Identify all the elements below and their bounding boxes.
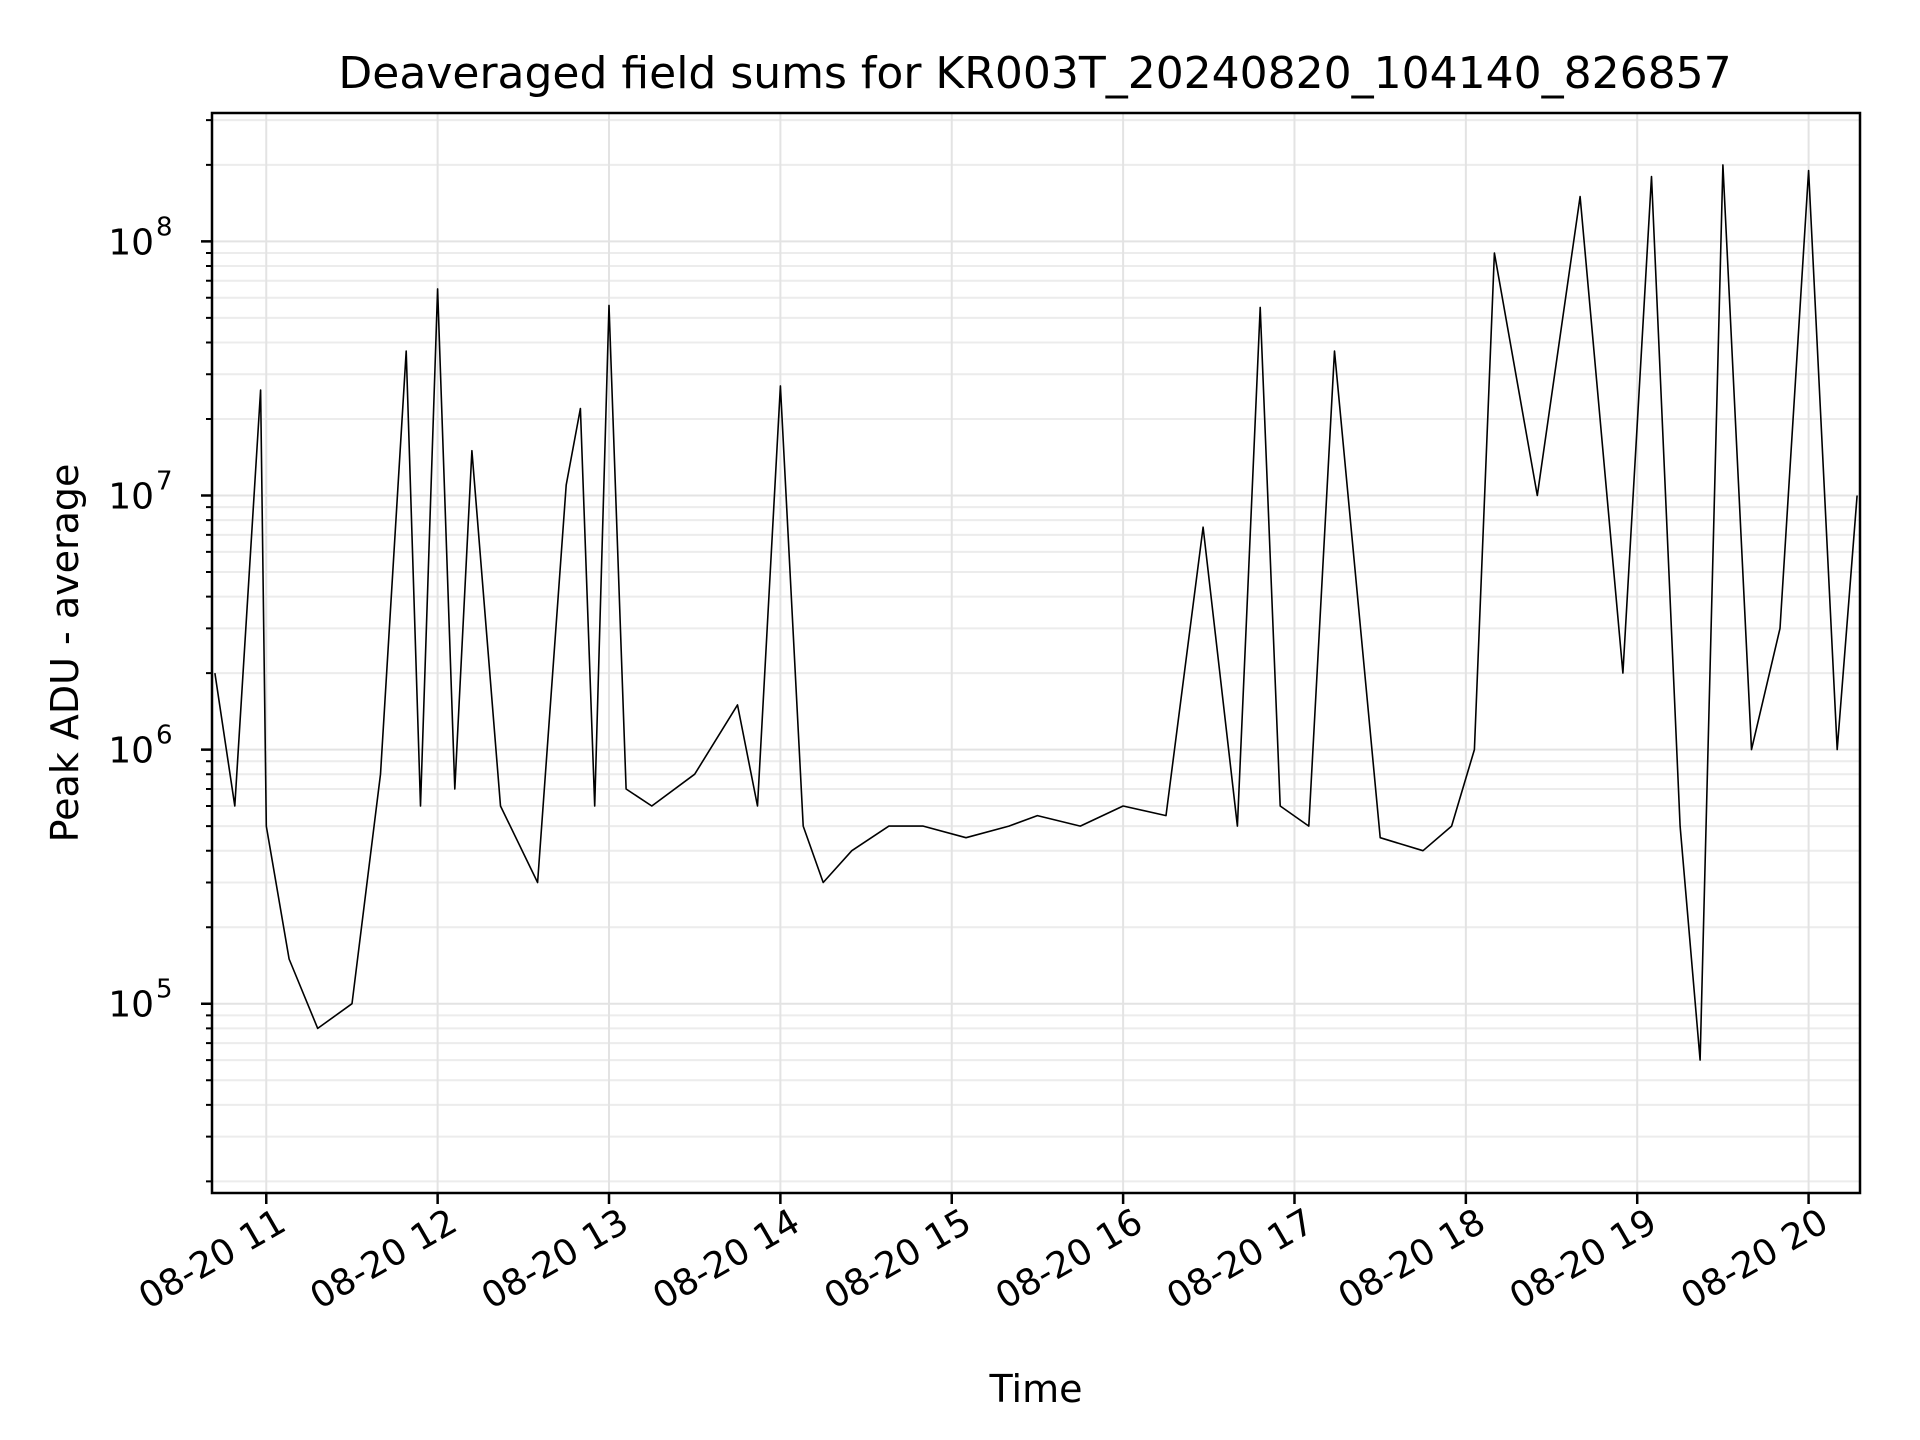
- plot-frame: [210, 111, 1862, 1195]
- y-tick-label: 10: [108, 731, 154, 772]
- chart-title: Deaveraged field sums for KR003T_2024082…: [338, 48, 1731, 99]
- y-tick-label: 10: [108, 476, 154, 517]
- y-tick-exponent: 7: [156, 466, 173, 496]
- y-tick-label: 10: [108, 985, 154, 1026]
- y-tick-exponent: 8: [156, 212, 173, 242]
- grid-lines: [212, 113, 1860, 1193]
- y-tick-exponent: 5: [156, 975, 173, 1005]
- series-line-0: [214, 164, 1858, 1061]
- y-tick-label: 10: [108, 222, 154, 263]
- x-axis-label: Time: [989, 1367, 1083, 1411]
- y-axis-label: Peak ADU - average: [43, 464, 87, 843]
- data-series: [214, 164, 1858, 1061]
- y-tick-exponent: 6: [156, 721, 173, 751]
